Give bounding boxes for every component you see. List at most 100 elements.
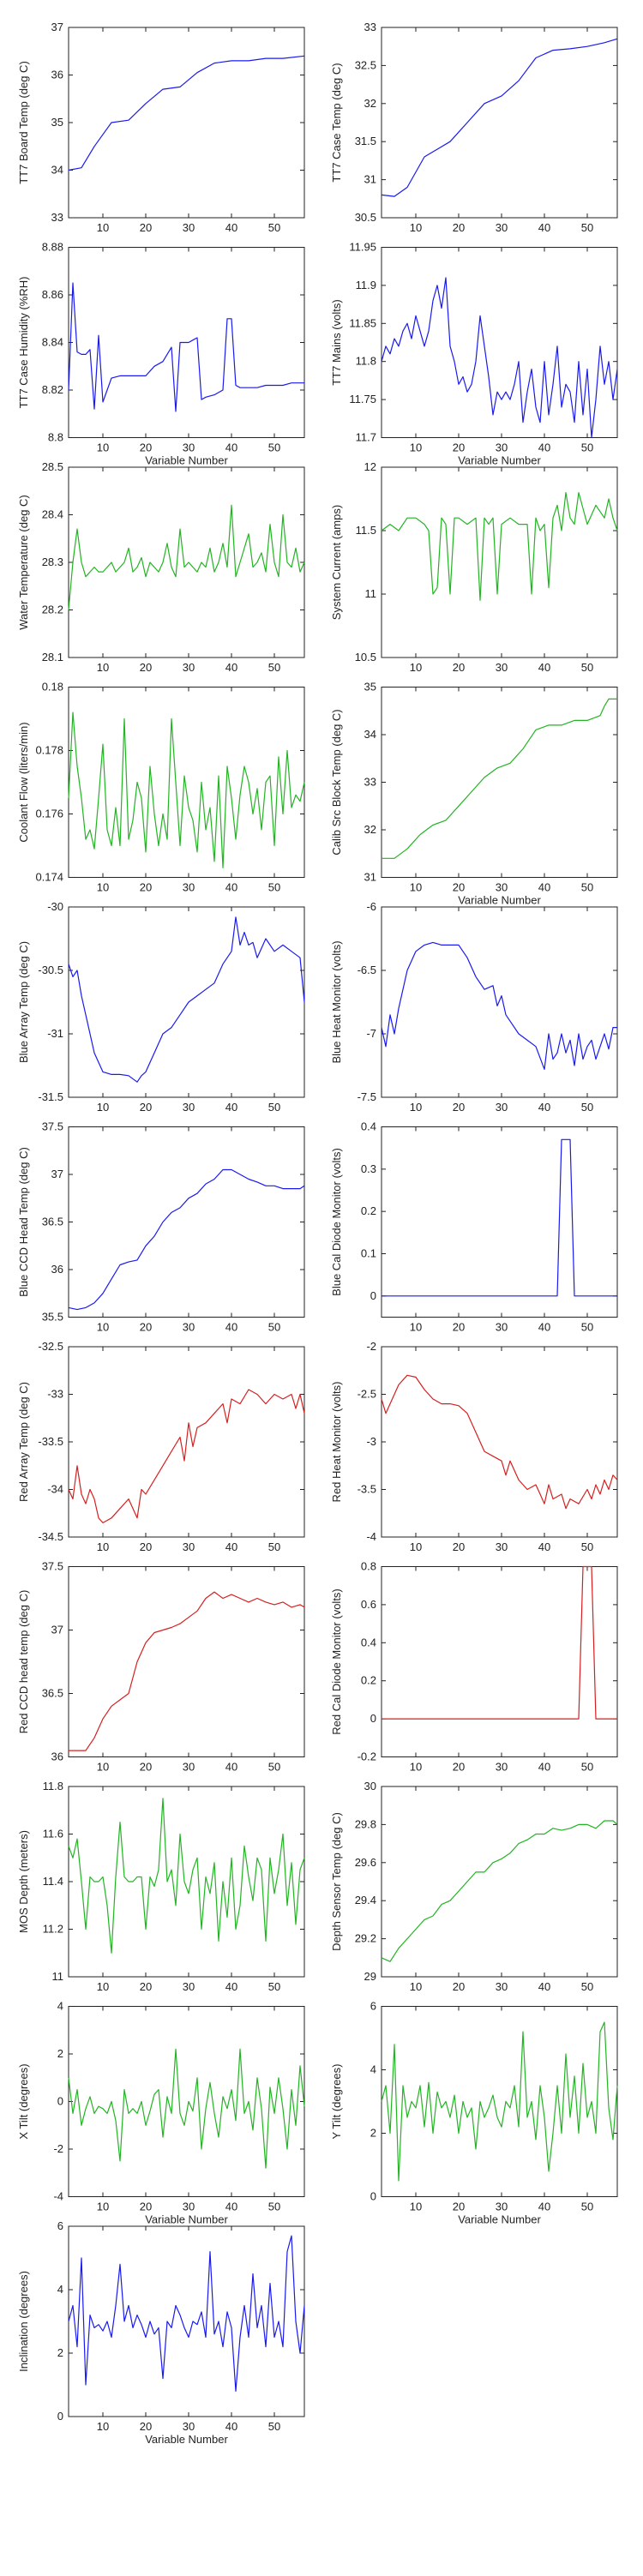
x-tick-label: 40 [538, 1321, 550, 1334]
x-tick-label: 30 [496, 1101, 508, 1114]
y-tick-label: 0.4 [361, 1636, 376, 1648]
x-tick-label: 10 [410, 2201, 422, 2213]
x-tick-label: 50 [581, 1980, 593, 1993]
y-axis-label: TT7 Mains (volts) [330, 299, 343, 385]
series-line [68, 282, 304, 412]
series-line [381, 1374, 618, 1510]
x-tick-label: 30 [496, 1321, 508, 1334]
x-tick-label: 10 [410, 1321, 422, 1334]
x-tick-label: 30 [496, 221, 508, 234]
plot-frame [68, 1126, 305, 1318]
y-tick-label: -34 [47, 1483, 63, 1496]
x-tick-label: 50 [268, 2201, 280, 2213]
y-tick-label: 28.2 [42, 603, 63, 616]
x-tick-label: 50 [581, 221, 593, 234]
x-axis-label: Variable Number [458, 894, 541, 907]
x-tick-label: 30 [183, 881, 195, 894]
y-tick-label: 6 [370, 2000, 376, 2013]
x-tick-label: 10 [410, 1101, 422, 1114]
y-tick-label: -7.5 [358, 1090, 376, 1103]
chart-panel: 30.5 31 31.5 32 32.5 33 10 20 30 40 50 TT7 Case Tem… [330, 21, 618, 234]
y-tick-label: 28.1 [42, 651, 63, 664]
y-tick-label: 35 [364, 681, 376, 694]
y-tick-label: 31 [364, 871, 376, 884]
x-tick-label: 50 [581, 441, 593, 454]
y-tick-label: 0.2 [361, 1204, 376, 1217]
x-tick-label: 30 [183, 1980, 195, 1993]
y-tick-label: -33 [47, 1388, 63, 1401]
x-tick-label: 20 [453, 1540, 465, 1553]
x-axis-label: Variable Number [458, 454, 541, 467]
chart-panel: -34.5 -34 -33.5 -33 -32.5 10 20 30 40 50 Red Array… [17, 1340, 305, 1553]
x-axis-label: Variable Number [145, 454, 228, 467]
x-tick-label: 20 [453, 881, 465, 894]
y-tick-label: -0.2 [358, 1750, 376, 1763]
x-tick-label: 30 [496, 661, 508, 674]
y-tick-label: 11.8 [356, 355, 376, 368]
chart-panel: 0 2 4 6 10 20 30 40 50 Y Tilt (degrees) Variable N… [330, 2000, 618, 2226]
plot-frame [381, 1126, 618, 1318]
y-tick-label: 0 [370, 2190, 376, 2203]
x-tick-label: 40 [538, 1540, 550, 1553]
x-tick-label: 40 [225, 2420, 237, 2433]
x-tick-label: 30 [183, 2201, 195, 2213]
y-tick-label: 4 [57, 2000, 63, 2013]
x-tick-label: 40 [538, 441, 550, 454]
chart-panel: -4 -2 0 2 4 10 20 30 40 50 X Tilt (degrees) Variabl… [17, 2000, 305, 2226]
y-tick-label: 6 [57, 2219, 63, 2232]
y-tick-label: -2 [53, 2142, 63, 2155]
x-tick-label: 50 [581, 1101, 593, 1114]
x-tick-label: 10 [410, 661, 422, 674]
y-axis-label: Blue CCD Head Temp (deg C) [17, 1147, 30, 1297]
x-tick-label: 20 [140, 1761, 152, 1774]
y-tick-label: 31.5 [355, 135, 376, 147]
x-tick-label: 50 [268, 1540, 280, 1553]
y-tick-label: 8.82 [42, 383, 63, 396]
x-tick-label: 50 [268, 1980, 280, 1993]
y-axis-label: Water Temperature (deg C) [17, 495, 30, 630]
plot-frame [68, 27, 305, 219]
y-tick-label: -32.5 [38, 1340, 63, 1353]
y-axis-label: Blue Heat Monitor (volts) [330, 940, 343, 1063]
chart-panel: 11.7 11.75 11.8 11.85 11.9 11.95 10 20 30 40 50 TT7… [330, 241, 618, 467]
x-tick-label: 10 [97, 441, 109, 454]
x-tick-label: 40 [225, 1101, 237, 1114]
y-tick-label: -2 [366, 1340, 376, 1353]
x-tick-label: 10 [97, 661, 109, 674]
x-tick-label: 10 [97, 1980, 109, 1993]
x-tick-label: 50 [581, 661, 593, 674]
x-tick-label: 40 [538, 881, 550, 894]
x-tick-label: 20 [140, 881, 152, 894]
y-axis-label: Blue Array Temp (deg C) [17, 941, 30, 1063]
x-tick-label: 30 [183, 1321, 195, 1334]
y-tick-label: 0.174 [35, 871, 63, 884]
y-axis-label: Depth Sensor Temp (deg C) [330, 1812, 343, 1951]
series-line [68, 55, 305, 171]
x-tick-label: 20 [453, 1980, 465, 1993]
x-tick-label: 40 [225, 2201, 237, 2213]
x-tick-label: 50 [268, 221, 280, 234]
chart-panel: 0 0.1 0.2 0.3 0.4 10 20 30 40 50 Blue Cal Diode Mo… [330, 1120, 618, 1334]
y-axis-label: Red Cal Diode Monitor (volts) [330, 1588, 343, 1735]
x-tick-label: 10 [410, 1540, 422, 1553]
x-tick-label: 20 [140, 1980, 152, 1993]
x-tick-label: 40 [225, 1761, 237, 1774]
y-tick-label: 0.1 [361, 1247, 376, 1260]
x-tick-label: 40 [225, 221, 237, 234]
series-line [382, 1138, 617, 1297]
plot-frame [381, 247, 618, 438]
x-tick-label: 40 [225, 1540, 237, 1553]
x-tick-label: 40 [538, 661, 550, 674]
chart-panel: -7.5 -7 -6.5 -6 10 20 30 40 50 Blue Heat Monitor … [330, 900, 618, 1114]
x-tick-label: 10 [97, 1540, 109, 1553]
y-tick-label: 37 [51, 21, 63, 33]
y-tick-label: 36.5 [42, 1687, 63, 1700]
series-line [381, 2021, 618, 2182]
x-tick-label: 20 [140, 1321, 152, 1334]
y-axis-label: Y Tilt (degrees) [330, 2064, 343, 2140]
y-tick-label: -6.5 [358, 964, 376, 976]
x-tick-label: 50 [268, 441, 280, 454]
y-tick-label: -3.5 [358, 1483, 376, 1496]
x-tick-label: 20 [140, 2420, 152, 2433]
y-tick-label: -33.5 [38, 1435, 63, 1448]
